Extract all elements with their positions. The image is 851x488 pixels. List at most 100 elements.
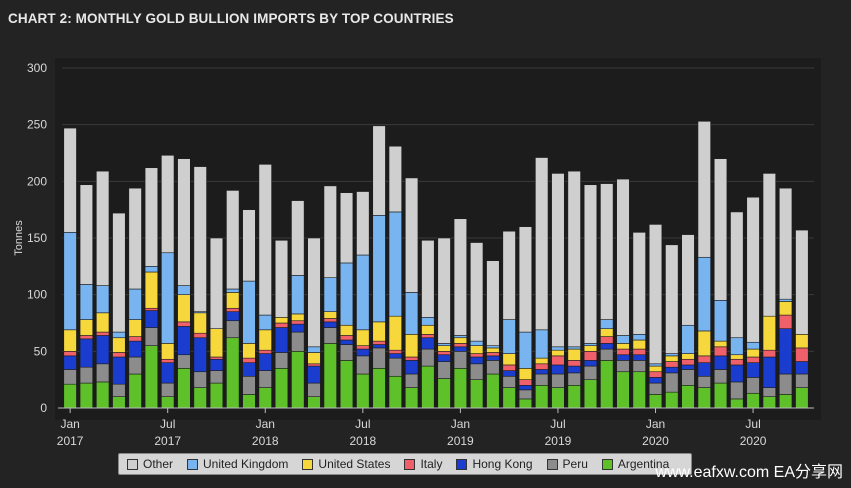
x-tick-year: 2018 bbox=[349, 434, 376, 448]
bar-segment bbox=[161, 343, 175, 360]
bar-segment bbox=[665, 391, 679, 409]
legend-swatch bbox=[302, 458, 314, 470]
bar-segment bbox=[128, 288, 142, 320]
bar-segment bbox=[144, 310, 159, 328]
bar-segment bbox=[226, 337, 240, 409]
legend-label: Italy bbox=[420, 457, 443, 471]
watermark-text: www.eafxw.com EA分享网 bbox=[655, 464, 843, 481]
bar-segment bbox=[161, 396, 175, 409]
bar-segment bbox=[421, 239, 435, 318]
bar-segment bbox=[713, 369, 728, 384]
bar-segment bbox=[470, 379, 484, 409]
legend-label: United States bbox=[318, 457, 391, 471]
bar-segment bbox=[665, 353, 679, 357]
bar-segment bbox=[274, 368, 289, 409]
bar-segment bbox=[567, 365, 581, 374]
bar-segment bbox=[437, 378, 451, 409]
bar-segment bbox=[339, 344, 354, 361]
bar-segment bbox=[616, 360, 630, 373]
bar-segment bbox=[258, 164, 272, 316]
bar-segment bbox=[388, 315, 402, 351]
x-tick-month: Jan bbox=[451, 417, 470, 431]
bar-segment bbox=[600, 360, 614, 409]
bar-segment bbox=[209, 328, 224, 358]
bar-segment bbox=[730, 358, 744, 366]
bar-segment bbox=[535, 385, 549, 409]
bar-segment bbox=[388, 357, 402, 377]
bar-segment bbox=[96, 170, 110, 286]
bar-segment bbox=[291, 331, 305, 352]
bar-segment bbox=[616, 348, 630, 356]
bar-segment bbox=[437, 237, 451, 344]
bar-segment bbox=[128, 336, 142, 342]
bar-segment bbox=[600, 319, 614, 329]
bar-segment bbox=[372, 368, 386, 409]
x-tick-month: Jan bbox=[256, 417, 275, 431]
bar-segment bbox=[63, 351, 77, 357]
bar-segment bbox=[291, 313, 305, 322]
bar-segment bbox=[404, 334, 419, 358]
bar-segment bbox=[502, 387, 516, 409]
bar-segment bbox=[470, 363, 484, 380]
bar-segment bbox=[583, 343, 598, 346]
bar-segment bbox=[307, 365, 321, 384]
bar-segment bbox=[372, 125, 386, 216]
bar-segment bbox=[161, 358, 175, 363]
bar-segment bbox=[616, 343, 630, 350]
bar-segment bbox=[762, 315, 776, 351]
bar-segment bbox=[762, 173, 776, 317]
bar-segment bbox=[96, 285, 110, 314]
bar-segment bbox=[193, 312, 207, 334]
bar-segment bbox=[404, 360, 419, 375]
bar-segment bbox=[518, 398, 533, 409]
bar-segment bbox=[665, 366, 679, 374]
bar-segment bbox=[388, 211, 402, 317]
bar-segment bbox=[307, 382, 321, 397]
bar-segment bbox=[632, 371, 646, 409]
bar-segment bbox=[226, 311, 240, 322]
bar-segment bbox=[258, 387, 272, 409]
bar-segment bbox=[762, 387, 776, 397]
bar-segment bbox=[535, 329, 549, 359]
bar-segment bbox=[453, 368, 468, 409]
bar-segment bbox=[453, 343, 468, 348]
bar-segment bbox=[665, 244, 679, 354]
bar-segment bbox=[713, 346, 728, 357]
bar-segment bbox=[242, 375, 256, 395]
bar-segment bbox=[356, 355, 370, 375]
bar-segment bbox=[470, 242, 484, 342]
bar-segment bbox=[323, 327, 337, 344]
bar-segment bbox=[63, 355, 77, 370]
bar-segment bbox=[112, 383, 126, 397]
bar-segment bbox=[795, 387, 809, 409]
bar-segment bbox=[681, 364, 695, 370]
bar-segment bbox=[713, 158, 728, 301]
bar-segment bbox=[209, 237, 224, 329]
bar-segment bbox=[502, 353, 516, 366]
bar-segment bbox=[453, 346, 468, 352]
y-axis-label: Tonnes bbox=[13, 220, 25, 256]
bar-segment bbox=[486, 360, 500, 375]
bar-segment bbox=[193, 387, 207, 409]
bar-segment bbox=[746, 196, 760, 343]
bar-segment bbox=[258, 314, 272, 331]
bar-segment bbox=[339, 192, 354, 264]
bar-segment bbox=[730, 337, 744, 356]
bar-segment bbox=[242, 394, 256, 409]
legend-item: United Kingdom bbox=[187, 457, 288, 471]
bar-segment bbox=[730, 354, 744, 360]
bar-segment bbox=[681, 369, 695, 386]
bar-segment bbox=[778, 187, 793, 300]
bar-segment bbox=[583, 184, 598, 344]
bar-segment bbox=[372, 215, 386, 323]
bar-segment bbox=[437, 351, 451, 356]
bar-segment bbox=[746, 377, 760, 394]
legend-label: United Kingdom bbox=[203, 457, 289, 471]
bar-segment bbox=[388, 353, 402, 359]
bar-segment bbox=[421, 348, 435, 367]
bar-segment bbox=[502, 319, 516, 354]
bar-segment bbox=[421, 334, 435, 339]
x-tick-month: Jan bbox=[60, 417, 79, 431]
bar-segment bbox=[648, 365, 663, 373]
